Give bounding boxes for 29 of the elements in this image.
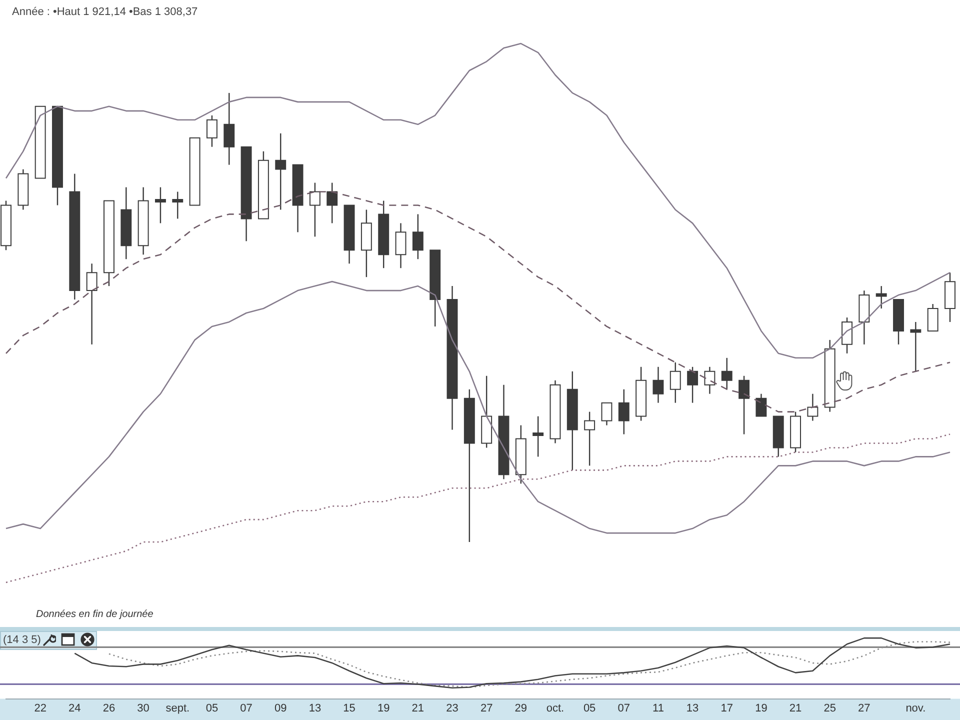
x-tick-label: 05 <box>206 702 218 714</box>
x-tick-label: 13 <box>686 702 699 714</box>
x-tick-label: 23 <box>446 702 458 714</box>
x-tick-label: 11 <box>652 702 664 714</box>
x-tick-label: 05 <box>583 702 596 714</box>
x-tick-label: 09 <box>274 702 287 714</box>
chart-title: (14 3 5) <box>3 634 41 646</box>
x-tick-label: 26 <box>102 702 116 714</box>
x-tick-label: 29 <box>514 702 528 714</box>
x-tick-label: 21 <box>412 702 424 714</box>
x-tick-label: 19 <box>377 702 390 714</box>
x-tick-label: oct. <box>546 702 564 714</box>
text: Données en fin de journée <box>36 609 154 620</box>
x-tick-label: 22 <box>34 702 46 714</box>
x-tick-label: sept. <box>166 702 190 714</box>
x-tick-label: 13 <box>308 702 322 714</box>
x-tick-label: 24 <box>68 702 81 714</box>
x-tick-label: 27 <box>480 702 493 714</box>
x-tick-label: 30 <box>137 702 150 714</box>
x-tick-label: 25 <box>824 702 836 714</box>
x-tick-label: 19 <box>755 702 768 714</box>
x-tick-label: 15 <box>343 702 356 714</box>
x-tick-label: 27 <box>858 702 870 714</box>
x-tick-label: nov. <box>906 702 926 714</box>
x-tick-label: 07 <box>240 702 252 714</box>
chart-title: Année : •Haut 1 921,14 •Bas 1 308,37 <box>12 6 198 18</box>
x-tick-label: 07 <box>618 702 630 714</box>
x-tick-label: 17 <box>720 702 733 714</box>
x-tick-label: 21 <box>789 702 802 714</box>
